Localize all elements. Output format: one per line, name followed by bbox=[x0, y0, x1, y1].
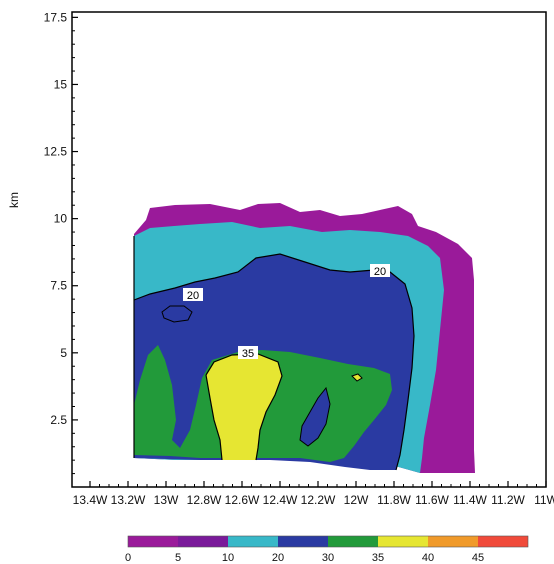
colorbar-label: 20 bbox=[272, 552, 284, 564]
y-axis-label: km bbox=[7, 192, 21, 208]
contour-label-20-right: 20 bbox=[374, 266, 386, 278]
contour-region-yellow bbox=[206, 354, 282, 460]
x-tick-label: 12.4W bbox=[263, 493, 298, 507]
contour-line-35-left bbox=[205, 374, 223, 461]
x-tick-label: 12.2W bbox=[301, 493, 336, 507]
contour-lines bbox=[133, 236, 415, 471]
y-tick-label: 17.5 bbox=[44, 10, 68, 24]
x-tick-label: 12.8W bbox=[187, 493, 222, 507]
y-tick-label: 7.5 bbox=[50, 279, 67, 293]
colorbar-outline bbox=[127, 535, 529, 548]
x-axis: 13.4W 13.2W 13W 12.8W 12.6W 12.4W 12.2W 12W 11.8… bbox=[73, 481, 554, 507]
y-tick-label: 12.5 bbox=[44, 145, 68, 159]
x-tick-label: 11.6W bbox=[415, 493, 449, 507]
colorbar-label: 30 bbox=[322, 552, 334, 564]
colorbar-segment bbox=[128, 536, 178, 547]
colorbar-segment bbox=[328, 536, 378, 547]
colorbar-label: 40 bbox=[422, 552, 434, 564]
colorbar-label: 5 bbox=[175, 552, 181, 564]
y-axis: 2.5 5 7.5 10 12.5 15 17.5 bbox=[44, 10, 78, 475]
x-tick-label: 12W bbox=[344, 493, 369, 507]
colorbar-segment bbox=[478, 536, 528, 547]
contour-fills bbox=[134, 203, 475, 473]
colorbar-segment bbox=[428, 536, 478, 547]
yellow-speck bbox=[351, 373, 363, 382]
contour-label-20-left: 20 bbox=[187, 290, 199, 302]
colorbar-segment bbox=[178, 536, 228, 547]
y-tick-label: 2.5 bbox=[50, 413, 67, 427]
colorbar-label: 35 bbox=[372, 552, 384, 564]
y-tick-label: 5 bbox=[60, 346, 67, 360]
colorbar: 0 5 10 20 30 35 40 45 bbox=[125, 535, 529, 564]
y-tick-label: 10 bbox=[54, 212, 68, 226]
blue-blob bbox=[161, 305, 193, 323]
x-tick-label: 13.4W bbox=[73, 493, 108, 507]
contour-line-35 bbox=[205, 353, 283, 461]
y-tick-label: 15 bbox=[54, 77, 68, 91]
contour-labels: 20 20 35 bbox=[183, 264, 390, 360]
x-tick-label: 11.4W bbox=[453, 493, 487, 507]
x-tick-label: 13.2W bbox=[111, 493, 146, 507]
contour-label-35: 35 bbox=[242, 348, 254, 360]
colorbar-segment bbox=[378, 536, 428, 547]
colorbar-segment bbox=[278, 536, 328, 547]
colorbar-label: 0 bbox=[125, 552, 131, 564]
colorbar-label: 10 bbox=[222, 552, 234, 564]
x-tick-label: 11W bbox=[534, 493, 554, 507]
x-tick-label: 11.2W bbox=[491, 493, 525, 507]
x-tick-label: 12.6W bbox=[225, 493, 260, 507]
x-tick-label: 13W bbox=[154, 493, 179, 507]
contour-line-20 bbox=[133, 253, 415, 471]
x-tick-label: 11.8W bbox=[377, 493, 411, 507]
blue-notch-in-green bbox=[299, 386, 331, 447]
colorbar-segment bbox=[228, 536, 278, 547]
colorbar-label: 45 bbox=[472, 552, 484, 564]
